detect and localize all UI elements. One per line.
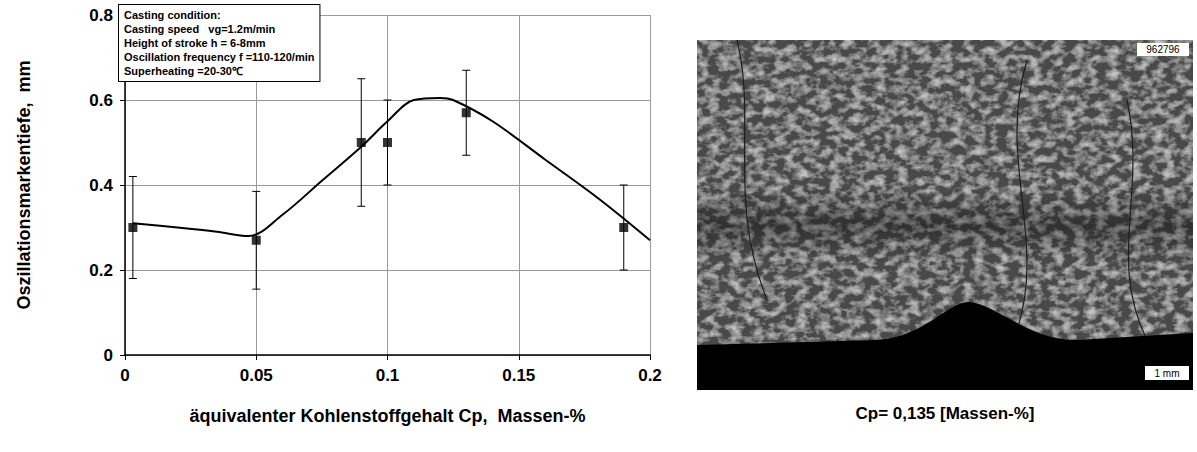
svg-text:Height of stroke h = 6-8mm: Height of stroke h = 6-8mm: [124, 37, 266, 49]
svg-text:0.4: 0.4: [89, 176, 113, 195]
svg-text:0.1: 0.1: [376, 366, 400, 385]
svg-text:1 mm: 1 mm: [1155, 368, 1180, 379]
svg-text:0.8: 0.8: [89, 6, 113, 25]
svg-text:Oszillationsmarkentiefe, mm: Oszillationsmarkentiefe, mm: [14, 60, 34, 309]
html-text:Cp= 0,135 [Massen-%]: Cp= 0,135 [Massen-%]: [855, 404, 1035, 423]
svg-text:0.2: 0.2: [638, 366, 662, 385]
svg-text:0.15: 0.15: [502, 366, 535, 385]
svg-text:0: 0: [104, 346, 113, 365]
svg-text:0.6: 0.6: [89, 91, 113, 110]
svg-text:äquivalenter Kohlenstoffgehalt: äquivalenter Kohlenstoffgehalt Cp, Masse…: [189, 406, 585, 426]
svg-text:Casting condition:: Casting condition:: [124, 9, 221, 21]
svg-text:0.05: 0.05: [240, 366, 273, 385]
svg-text:Superheating =20-30℃: Superheating =20-30℃: [124, 65, 243, 77]
svg-text:Oscillation frequency f =110-1: Oscillation frequency f =110-120/min: [124, 51, 315, 63]
svg-text:962796: 962796: [1146, 44, 1180, 55]
svg-text:0: 0: [120, 366, 129, 385]
svg-text:0.2: 0.2: [89, 261, 113, 280]
svg-text:Casting speed vg=1.2m/min: Casting speed vg=1.2m/min: [124, 23, 276, 35]
